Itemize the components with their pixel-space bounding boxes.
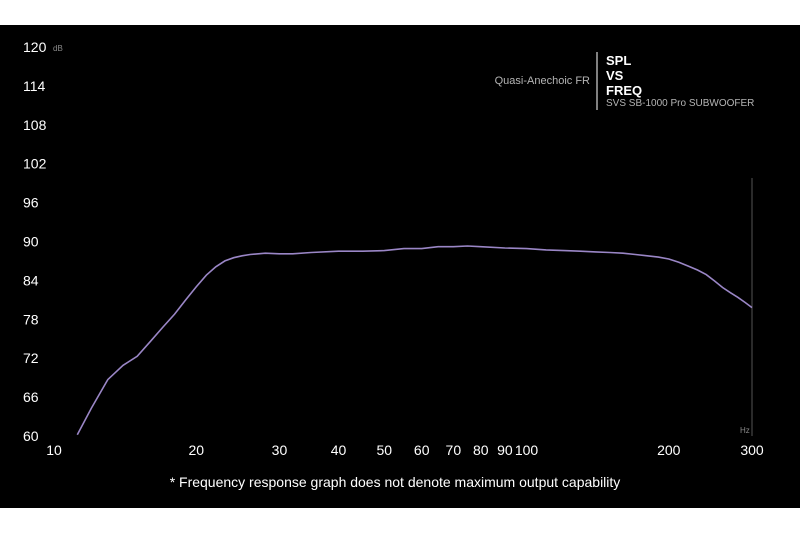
y-unit-label: dB: [53, 44, 63, 53]
chart-panel: [0, 25, 800, 508]
y-tick-label: 120: [23, 39, 47, 55]
x-unit-label: Hz: [740, 426, 750, 435]
y-tick-label: 114: [23, 78, 46, 94]
x-tick-label: 60: [414, 442, 430, 458]
x-tick-label: 10: [46, 442, 62, 458]
y-tick-label: 102: [23, 156, 47, 172]
x-tick-label: 30: [272, 442, 288, 458]
footnote: * Frequency response graph does not deno…: [170, 474, 621, 490]
legend-label: Quasi-Anechoic FR: [495, 75, 590, 87]
title-line-1: SPL: [606, 53, 631, 68]
y-tick-label: 78: [23, 311, 39, 327]
y-tick-label: 66: [23, 389, 39, 405]
x-tick-label: 80: [473, 442, 489, 458]
y-tick-label: 108: [23, 117, 47, 133]
title-line-3: FREQ: [606, 83, 642, 98]
x-tick-label: 200: [657, 442, 681, 458]
y-tick-label: 72: [23, 350, 39, 366]
y-tick-label: 90: [23, 234, 39, 250]
x-tick-label: 20: [188, 442, 204, 458]
x-tick-label: 40: [331, 442, 347, 458]
y-tick-label: 96: [23, 195, 39, 211]
y-tick-label: 84: [23, 272, 39, 288]
x-tick-label: 70: [446, 442, 462, 458]
chart-subtitle: SVS SB-1000 Pro SUBWOOFER: [606, 98, 754, 109]
y-tick-label: 60: [23, 428, 39, 444]
x-tick-label: 100: [515, 442, 539, 458]
series-line-quasi-anechoic-fr: [76, 245, 753, 436]
y-axis-ticks: 60 66 72 78 84 90 96 102 108 114 120: [23, 39, 47, 444]
x-tick-label: 90: [497, 442, 513, 458]
x-axis-ticks: 10 20 30 40 50 60 70 80 90 100 200 300: [46, 442, 764, 458]
x-tick-label: 50: [377, 442, 393, 458]
title-line-2: VS: [606, 68, 624, 83]
x-tick-label: 300: [740, 442, 764, 458]
